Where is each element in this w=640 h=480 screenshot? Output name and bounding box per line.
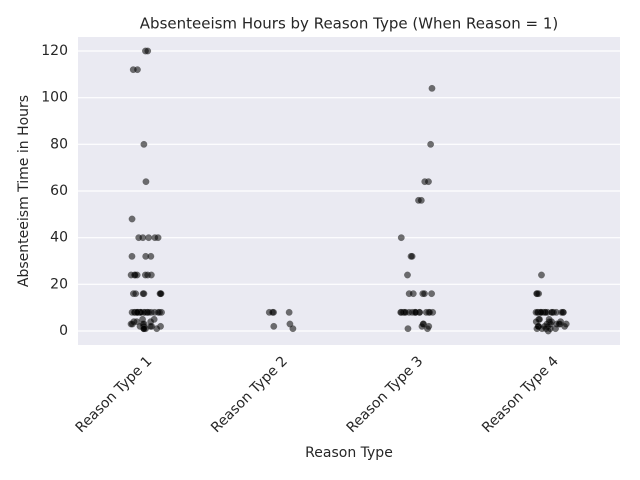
y-tick-label: 80 — [50, 136, 68, 152]
data-point — [128, 215, 136, 223]
data-point — [142, 178, 150, 186]
data-point — [157, 290, 165, 298]
data-point — [421, 290, 428, 298]
data-point — [552, 308, 560, 316]
data-point — [133, 308, 141, 316]
data-point — [132, 290, 140, 298]
data-point — [405, 290, 413, 298]
data-point — [144, 47, 152, 55]
x-tick-label: Reason Type 4 — [479, 353, 562, 436]
data-point — [127, 271, 135, 279]
data-point — [404, 325, 412, 333]
y-tick-label: 0 — [59, 323, 68, 339]
data-point — [127, 320, 135, 328]
data-point — [153, 325, 161, 333]
data-point — [427, 140, 435, 148]
data-point — [145, 308, 153, 316]
data-point — [428, 84, 436, 92]
data-point — [533, 325, 541, 333]
chart-title: Absenteeism Hours by Reason Type (When R… — [140, 15, 558, 33]
x-tick-label: Reason Type 1 — [73, 353, 156, 436]
x-axis-label: Reason Type — [305, 445, 393, 461]
data-point — [397, 234, 405, 242]
data-point — [270, 322, 278, 330]
data-point — [140, 140, 148, 148]
y-axis-label: Absenteeism Time in Hours — [16, 95, 32, 287]
data-point — [289, 325, 297, 333]
data-point — [265, 308, 273, 316]
x-tick-label: Reason Type 2 — [208, 353, 291, 436]
y-tick-label: 20 — [50, 276, 68, 292]
data-point — [133, 66, 141, 74]
y-tick-label: 100 — [41, 90, 68, 106]
data-point — [404, 271, 411, 279]
data-point — [428, 290, 436, 298]
data-point — [402, 308, 409, 316]
data-point — [408, 252, 416, 260]
data-point — [142, 252, 150, 260]
y-tick-label: 40 — [50, 230, 68, 246]
data-point — [128, 252, 136, 260]
data-point — [141, 271, 149, 279]
x-tick-label: Reason Type 3 — [344, 353, 427, 436]
data-point — [415, 196, 422, 204]
data-point — [285, 308, 293, 316]
data-point — [140, 325, 148, 333]
data-point — [532, 308, 540, 316]
data-point — [139, 290, 147, 298]
y-tick-label: 60 — [50, 183, 68, 199]
data-point — [412, 308, 420, 316]
data-point — [424, 325, 431, 333]
data-point — [561, 322, 569, 330]
data-point — [135, 234, 143, 242]
data-point — [151, 234, 159, 242]
y-tick-label: 120 — [41, 43, 68, 59]
data-point — [538, 271, 545, 279]
data-point — [154, 308, 162, 316]
data-point — [421, 178, 429, 186]
data-point — [426, 308, 434, 316]
data-point — [533, 290, 541, 298]
data-point — [145, 234, 153, 242]
data-point — [544, 327, 552, 335]
